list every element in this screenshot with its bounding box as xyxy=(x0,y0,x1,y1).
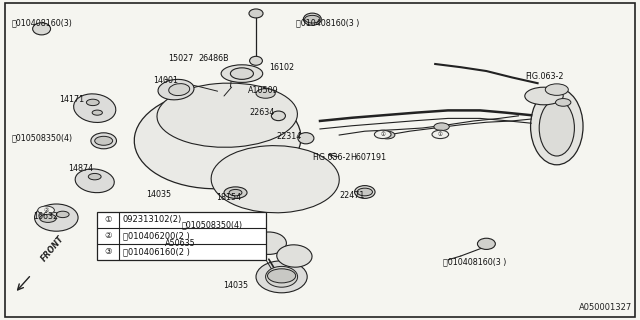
Ellipse shape xyxy=(157,83,298,147)
Ellipse shape xyxy=(539,100,575,156)
Text: H607191: H607191 xyxy=(351,153,387,162)
Text: Ⓑ010408160(3): Ⓑ010408160(3) xyxy=(12,18,72,27)
Text: 26486B: 26486B xyxy=(198,54,229,63)
Circle shape xyxy=(56,211,69,218)
Ellipse shape xyxy=(33,23,51,35)
Text: A10509: A10509 xyxy=(248,86,279,95)
FancyBboxPatch shape xyxy=(5,3,635,317)
Ellipse shape xyxy=(211,146,339,213)
Circle shape xyxy=(229,189,242,196)
Ellipse shape xyxy=(221,65,263,83)
Circle shape xyxy=(38,206,54,214)
Circle shape xyxy=(545,84,568,95)
Ellipse shape xyxy=(303,13,321,25)
Text: 16102: 16102 xyxy=(269,63,294,72)
Circle shape xyxy=(40,214,56,222)
Text: 16632: 16632 xyxy=(33,212,58,221)
Text: A050001327: A050001327 xyxy=(579,303,632,312)
Circle shape xyxy=(86,99,99,106)
Circle shape xyxy=(434,123,449,131)
Ellipse shape xyxy=(169,84,189,96)
Circle shape xyxy=(92,110,102,115)
Text: 092313102(2): 092313102(2) xyxy=(123,215,182,224)
Text: ③: ③ xyxy=(104,247,112,256)
Text: ①: ① xyxy=(380,132,385,137)
Circle shape xyxy=(230,68,253,79)
Ellipse shape xyxy=(134,90,301,189)
Text: Ⓑ010406160(2 ): Ⓑ010406160(2 ) xyxy=(123,247,189,256)
Text: 22634: 22634 xyxy=(250,108,275,117)
Text: Ⓑ010508350(4): Ⓑ010508350(4) xyxy=(12,133,73,142)
Ellipse shape xyxy=(355,186,375,198)
Text: ①: ① xyxy=(438,132,443,137)
Ellipse shape xyxy=(219,216,255,238)
Ellipse shape xyxy=(74,94,116,123)
Ellipse shape xyxy=(75,169,115,193)
Text: 15027: 15027 xyxy=(168,54,193,63)
Text: ②: ② xyxy=(44,208,49,213)
Text: 14035: 14035 xyxy=(223,281,248,290)
Ellipse shape xyxy=(256,261,307,293)
Circle shape xyxy=(256,89,275,98)
Text: Ⓑ010408160(3 ): Ⓑ010408160(3 ) xyxy=(443,257,506,266)
Circle shape xyxy=(268,269,296,283)
Text: FIG.063-2: FIG.063-2 xyxy=(525,72,563,81)
Text: ①: ① xyxy=(104,215,112,224)
Circle shape xyxy=(432,130,449,139)
Circle shape xyxy=(374,130,391,139)
Text: 14001: 14001 xyxy=(154,76,179,85)
Circle shape xyxy=(88,173,101,180)
Circle shape xyxy=(95,136,113,145)
Bar xyxy=(97,212,266,260)
Text: 18154: 18154 xyxy=(216,193,241,202)
Text: A50635: A50635 xyxy=(165,239,196,248)
Ellipse shape xyxy=(276,245,312,267)
Text: 14035: 14035 xyxy=(146,190,171,199)
Ellipse shape xyxy=(249,9,263,18)
Text: FIG.036-2: FIG.036-2 xyxy=(312,153,351,162)
Text: 22314: 22314 xyxy=(276,132,301,141)
Ellipse shape xyxy=(91,133,116,149)
Text: 14874: 14874 xyxy=(68,164,93,173)
Ellipse shape xyxy=(35,204,78,231)
Ellipse shape xyxy=(158,79,194,100)
Text: Ⓑ010408160(3 ): Ⓑ010408160(3 ) xyxy=(296,18,359,27)
Ellipse shape xyxy=(525,87,563,105)
Text: Ⓑ010406200(2 ): Ⓑ010406200(2 ) xyxy=(123,231,189,240)
Circle shape xyxy=(556,99,571,106)
Circle shape xyxy=(357,188,372,196)
Text: 14171: 14171 xyxy=(59,95,84,104)
Ellipse shape xyxy=(531,88,583,165)
Ellipse shape xyxy=(477,238,495,250)
Ellipse shape xyxy=(252,232,287,254)
Ellipse shape xyxy=(298,133,314,144)
Circle shape xyxy=(224,187,247,198)
Ellipse shape xyxy=(271,111,285,121)
Text: Ⓑ010508350(4): Ⓑ010508350(4) xyxy=(182,220,243,229)
Circle shape xyxy=(207,216,225,225)
Ellipse shape xyxy=(266,266,298,287)
Text: FRONT: FRONT xyxy=(40,234,67,263)
Text: 22471: 22471 xyxy=(339,191,365,200)
Text: ②: ② xyxy=(104,231,112,240)
Circle shape xyxy=(380,131,395,139)
Ellipse shape xyxy=(250,56,262,65)
Circle shape xyxy=(305,15,320,23)
